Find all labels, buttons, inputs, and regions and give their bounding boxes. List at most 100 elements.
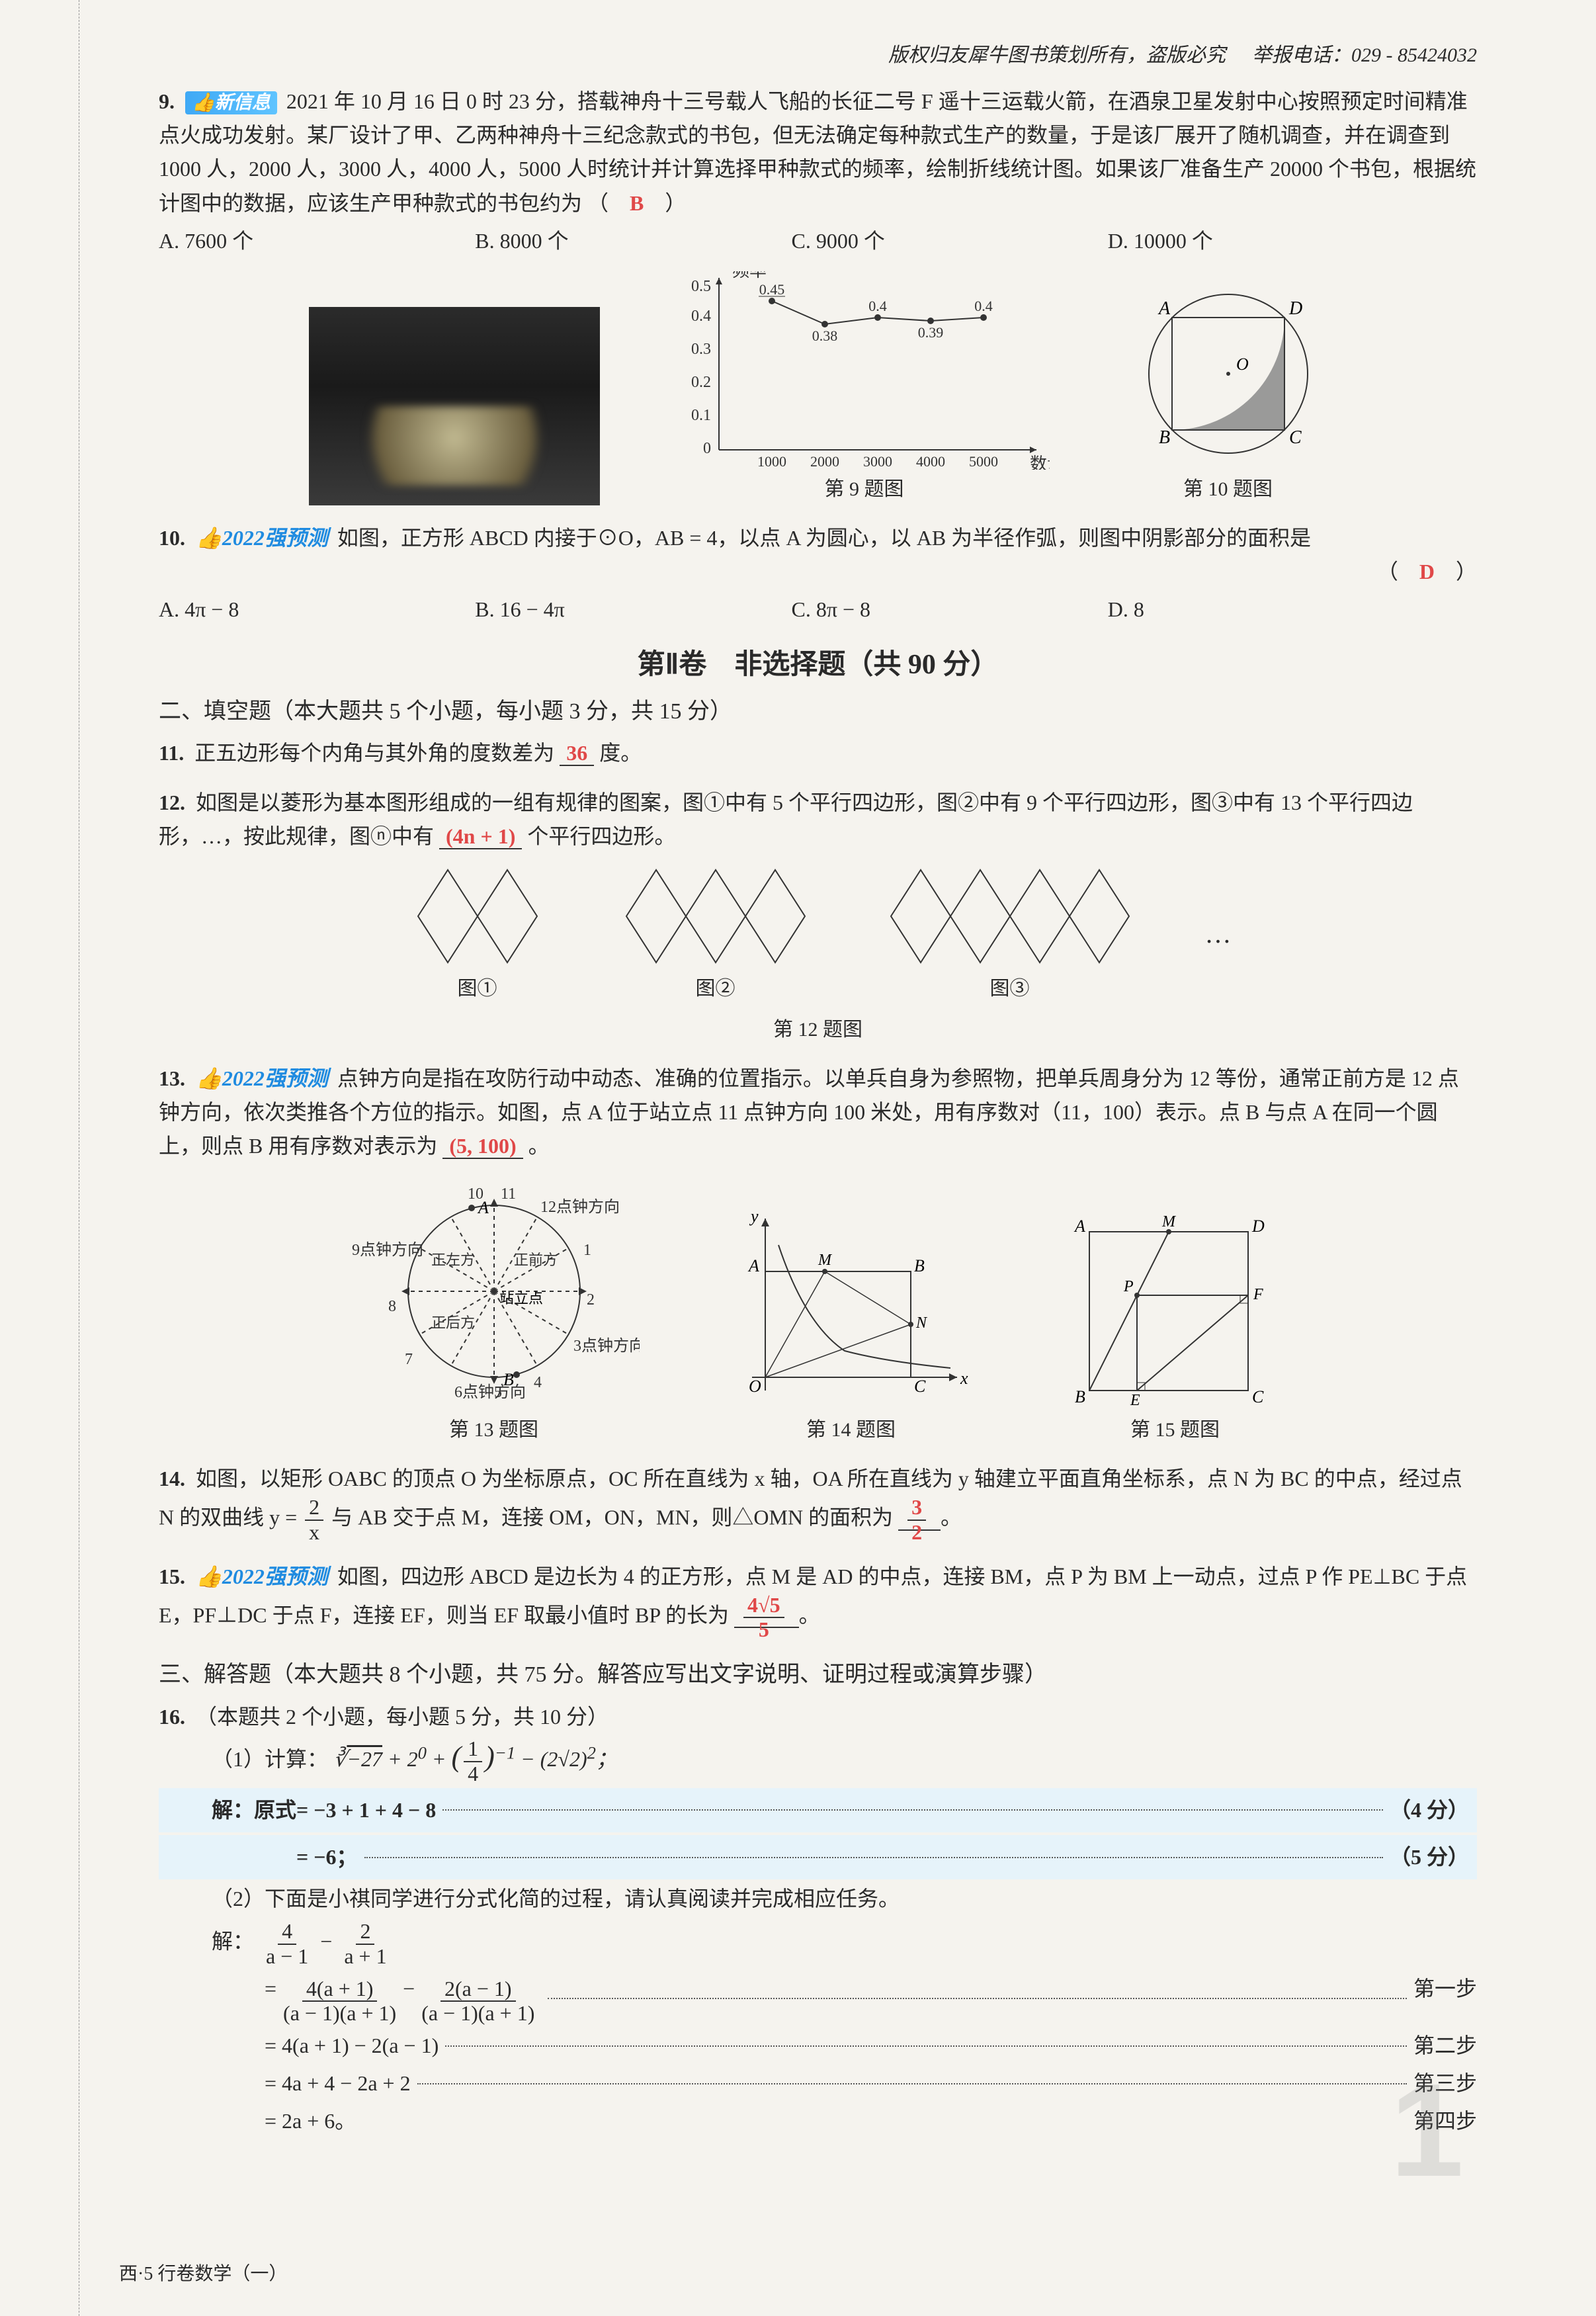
question-9: 9. 👍新信息 2021 年 10 月 16 日 0 时 23 分，搭载神舟十三… [159,85,1477,505]
q9-photo [309,307,600,505]
svg-text:0.4: 0.4 [691,308,711,325]
svg-text:2: 2 [587,1291,595,1308]
svg-text:5000: 5000 [969,453,998,470]
q9-chart: 0 0.1 0.2 0.3 0.4 0.5 1000 2000 3000 400… [679,271,1050,505]
answer-paren: （ D ） [1377,560,1477,583]
svg-text:2000: 2000 [810,453,839,470]
svg-text:0.2: 0.2 [691,374,711,391]
svg-text:11: 11 [501,1185,516,1203]
svg-text:A: A [477,1198,489,1217]
option-c: C. 8π − 8 [792,593,1108,626]
svg-text:O: O [1236,355,1249,374]
svg-text:B: B [503,1370,514,1389]
q10-number: 10. [159,526,185,550]
svg-text:y: y [749,1212,759,1226]
svg-text:C: C [1252,1387,1264,1406]
question-15: 15. 👍2022强预测 如图，四边形 ABCD 是边长为 4 的正方形，点 M… [159,1560,1477,1642]
page-header: 版权归友犀牛图书策划所有，盗版必究 举报电话：029 - 85424032 [159,40,1477,71]
report-phone: 举报电话：029 - 85424032 [1252,40,1477,71]
question-16: 16. （本题共 2 个小题，每小题 5 分，共 10 分） （1）计算： ∛−… [159,1700,1477,2139]
q12-answer: (4n + 1) [439,824,522,849]
rhombus-fig-3: 图③ [881,863,1139,1005]
svg-text:3点钟方向: 3点钟方向 [573,1337,640,1355]
svg-text:0.3: 0.3 [691,341,711,358]
question-10: 10. 👍2022强预测 如图，正方形 ABCD 内接于⊙O，AB = 4，以点… [159,521,1477,627]
svg-text:B: B [1075,1387,1085,1406]
svg-text:P: P [1123,1278,1134,1295]
svg-text:7: 7 [405,1351,413,1368]
q9-q10-figure-row: 0 0.1 0.2 0.3 0.4 0.5 1000 2000 3000 400… [159,271,1477,505]
svg-text:4: 4 [534,1374,542,1391]
option-a: A. 4π − 8 [159,593,475,626]
q15-figure: A D B C M P E F [1063,1212,1288,1446]
q16-part2-intro: （2）下面是小祺同学进行分式化简的过程，请认真阅读并完成相应任务。 [159,1882,1477,1916]
svg-text:4000: 4000 [916,453,945,470]
svg-text:12点钟方向: 12点钟方向 [540,1198,620,1216]
q16-p2-step3: = 4a + 4 − 2a + 2 第三步 [159,2067,1477,2100]
q16-p1-sol-line2: 解：原式 = −6； （5 分） [159,1835,1477,1879]
q16-p1-sol-line1: 解：原式 = −3 + 1 + 4 − 8 （4 分） [159,1788,1477,1832]
svg-text:A: A [747,1256,759,1275]
q12-figures: 图① 图② 图③ … [159,863,1477,1005]
svg-text:8: 8 [388,1298,396,1315]
question-14: 14. 如图，以矩形 OABC 的顶点 O 为坐标原点，OC 所在直线为 x 轴… [159,1462,1477,1544]
q14-answer: 32 [898,1506,941,1531]
svg-text:站立点: 站立点 [499,1290,543,1307]
q16-p2-step2: = 4(a + 1) − 2(a − 1) 第二步 [159,2029,1477,2063]
page-watermark: 1 [1390,2025,1464,2237]
q10-text: 如图，正方形 ABCD 内接于⊙O，AB = 4，以点 A 为圆心，以 AB 为… [337,526,1311,550]
svg-text:9点钟方向: 9点钟方向 [352,1241,423,1259]
predict-tag: 👍2022强预测 [196,1066,328,1090]
section-2-title: 第Ⅱ卷 非选择题（共 90 分） [159,643,1477,687]
svg-text:0.38: 0.38 [812,327,837,344]
q13-14-15-figs: 10 11 12点钟方向 1 2 3点钟方向 4 5 6点钟方向 7 8 9点钟… [159,1172,1477,1446]
q15-answer: 4√55 [734,1603,799,1628]
svg-text:1: 1 [583,1242,591,1259]
svg-text:正后方: 正后方 [431,1314,475,1331]
option-d: D. 8 [1108,593,1424,626]
option-c: C. 9000 个 [792,224,1108,258]
page-footer: 西·5 行卷数学（一） [119,2260,287,2290]
question-13: 13. 👍2022强预测 点钟方向是指在攻防行动中动态、准确的位置指示。以单兵自… [159,1062,1477,1447]
q16-p2-line0: 解： 4a − 1 − 2a + 1 [159,1920,1477,1967]
option-d: D. 10000 个 [1108,224,1424,258]
svg-text:B: B [1159,427,1170,448]
svg-text:0.1: 0.1 [691,407,711,424]
predict-tag: 👍2022强预测 [196,526,328,550]
q14-figure: O x y A B C M N [732,1212,970,1446]
svg-text:B: B [914,1256,925,1275]
q16-p2-step4: = 2a + 6。 第四步 [159,2104,1477,2138]
new-info-tag: 👍新信息 [185,91,277,114]
q9-options: A. 7600 个 B. 8000 个 C. 9000 个 D. 10000 个 [159,224,1477,258]
copyright-text: 版权归友犀牛图书策划所有，盗版必究 [888,40,1226,71]
section-3-head: 三、解答题（本大题共 8 个小题，共 75 分。解答应写出文字说明、证明过程或演… [159,1657,1477,1693]
q9-number: 9. [159,89,175,113]
q12-figcap: 第 12 题图 [159,1014,1477,1046]
svg-text:N: N [915,1314,928,1332]
svg-text:0: 0 [703,440,711,457]
option-b: B. 8000 个 [475,224,791,258]
svg-text:0.4: 0.4 [974,298,993,314]
svg-text:A: A [1157,298,1171,319]
svg-text:6点钟方向: 6点钟方向 [454,1383,526,1401]
q9-figcap: 第 9 题图 [825,474,904,505]
svg-text:F: F [1253,1286,1263,1303]
q16-p2-step1: = 4(a + 1)(a − 1)(a + 1) − 2(a − 1)(a − … [159,1972,1477,2025]
svg-text:E: E [1130,1392,1140,1409]
q13-answer: (5, 100) [442,1134,523,1159]
q11-answer: 36 [560,741,594,766]
frequency-line-chart: 0 0.1 0.2 0.3 0.4 0.5 1000 2000 3000 400… [679,271,1050,470]
q10-figure: O A D B C 第 10 题图 [1129,278,1327,505]
ellipsis: … [1205,913,1232,955]
answer-paren: （ B ） [587,191,686,215]
clock-diagram: 10 11 12点钟方向 1 2 3点钟方向 4 5 6点钟方向 7 8 9点钟… [349,1172,640,1446]
svg-text:C: C [914,1377,926,1396]
svg-text:0.39: 0.39 [917,324,943,341]
svg-text:O: O [749,1377,761,1396]
svg-text:0.5: 0.5 [691,278,711,295]
svg-text:正前方: 正前方 [514,1252,558,1268]
svg-text:0.4: 0.4 [868,298,887,314]
circle-square-diagram: O A D B C [1129,278,1327,470]
svg-text:x: x [960,1369,968,1388]
svg-text:C: C [1289,427,1302,448]
